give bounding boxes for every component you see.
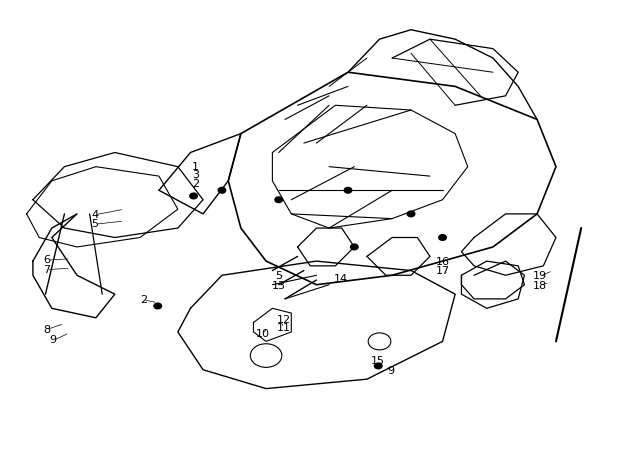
Circle shape [190, 193, 197, 199]
Text: 2: 2 [192, 179, 199, 189]
Circle shape [344, 188, 352, 193]
Text: 6: 6 [43, 255, 50, 265]
Text: 4: 4 [91, 210, 98, 220]
Text: 17: 17 [436, 266, 449, 276]
Text: 5: 5 [91, 219, 98, 229]
Text: 15: 15 [372, 356, 385, 366]
Circle shape [439, 235, 446, 240]
Text: 9: 9 [49, 335, 56, 345]
Circle shape [351, 244, 358, 250]
Text: 5: 5 [275, 271, 282, 281]
Text: 13: 13 [272, 281, 285, 291]
Text: 8: 8 [43, 324, 51, 334]
Text: 16: 16 [436, 257, 449, 267]
Text: 7: 7 [43, 265, 51, 275]
Circle shape [407, 211, 415, 217]
Text: 11: 11 [277, 323, 291, 333]
Text: 18: 18 [533, 281, 548, 291]
Text: 10: 10 [256, 329, 270, 339]
Text: 12: 12 [277, 315, 291, 325]
Text: 2: 2 [140, 295, 147, 305]
Text: 3: 3 [192, 170, 199, 180]
Text: 1: 1 [192, 162, 199, 171]
Circle shape [218, 188, 226, 193]
Text: 14: 14 [334, 274, 348, 284]
Circle shape [154, 303, 161, 309]
Text: 19: 19 [533, 271, 548, 281]
Circle shape [275, 197, 282, 202]
Circle shape [375, 363, 382, 369]
Text: 9: 9 [387, 366, 394, 376]
